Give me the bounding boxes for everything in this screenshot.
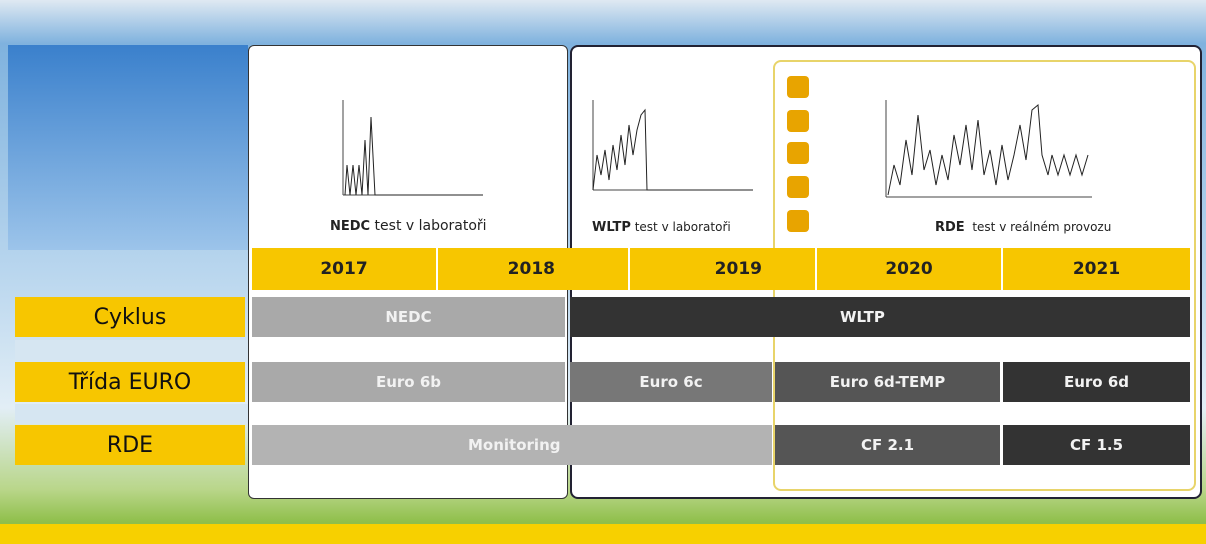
cycle-name: RDE — [935, 220, 965, 235]
year: 2021 — [1003, 248, 1190, 290]
nedc-caption: NEDC test v laboratoři — [330, 218, 487, 234]
rde-chart — [885, 100, 1092, 198]
cell: Euro 6b — [252, 362, 565, 402]
cycle-name: WLTP — [592, 220, 631, 235]
rde-caption: RDE test v reálném provozu — [935, 220, 1111, 235]
row-label: Třída EURO — [15, 362, 245, 402]
cell: Euro 6d-TEMP — [775, 362, 1000, 402]
row-divider — [15, 404, 248, 424]
year: 2019 — [628, 248, 772, 290]
row-divider — [15, 340, 248, 360]
caption-text: test v reálném provozu — [972, 220, 1112, 234]
caption-text: test v laboratoři — [634, 220, 731, 234]
cycle-name: NEDC — [330, 219, 371, 234]
cell: CF 1.5 — [1003, 425, 1190, 465]
wltp-chart — [592, 100, 753, 191]
year: 2017 — [252, 248, 438, 290]
row-label: Cyklus — [15, 297, 245, 337]
cell: Euro 6c — [570, 362, 772, 402]
sky-panel — [8, 45, 248, 250]
cell: WLTP — [570, 297, 1190, 337]
cell: CF 2.1 — [775, 425, 1000, 465]
cell: Euro 6d — [1003, 362, 1190, 402]
row-label: RDE — [15, 425, 245, 465]
cell: Monitoring — [252, 425, 772, 465]
caption-text: test v laboratoři — [374, 218, 487, 234]
year: 2018 — [440, 248, 565, 290]
rde-icons — [787, 76, 809, 232]
cell: NEDC — [252, 297, 565, 337]
nedc-chart — [342, 100, 483, 196]
wltp-caption: WLTP test v laboratoři — [592, 220, 731, 235]
bottom-strip — [0, 524, 1206, 544]
year: 2020 — [815, 248, 1003, 290]
